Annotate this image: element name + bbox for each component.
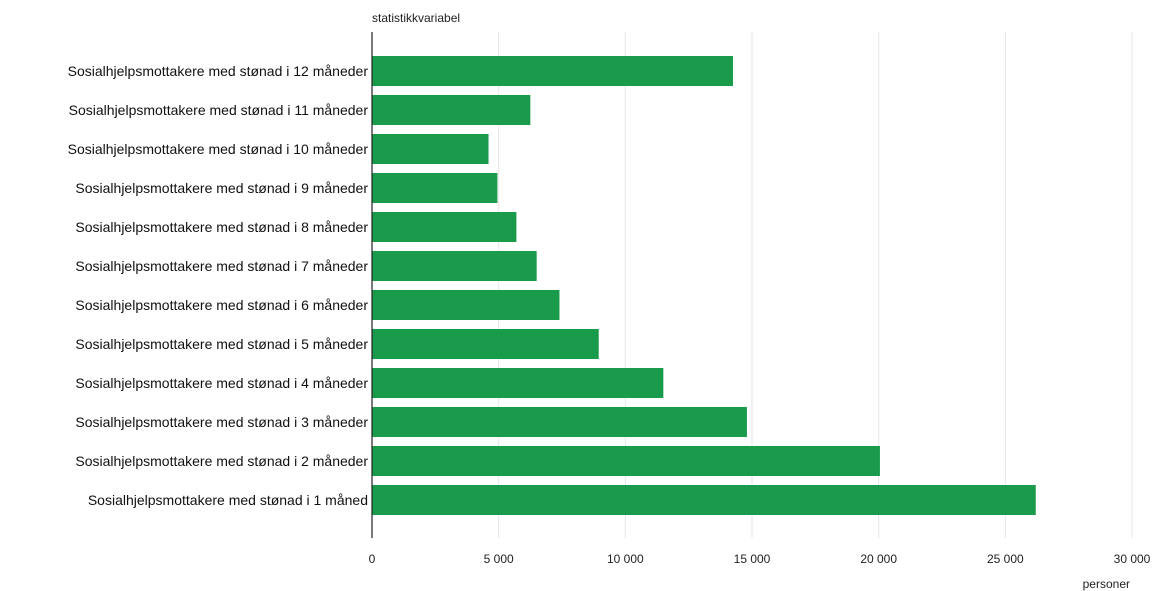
bar[interactable]	[372, 56, 733, 86]
bar[interactable]	[372, 407, 747, 437]
bar[interactable]	[372, 173, 498, 203]
x-axis-title: personer	[1083, 577, 1130, 591]
x-tick-label: 25 000	[987, 552, 1024, 566]
x-tick-labels: 0 5 000 10 000 15 000 20 000 25 000 30 000	[369, 552, 1151, 566]
bar[interactable]	[372, 95, 531, 125]
bar[interactable]	[372, 446, 880, 476]
category-label: Sosialhjelpsmottakere med stønad i 4 mån…	[75, 375, 368, 391]
category-label: Sosialhjelpsmottakere med stønad i 9 mån…	[75, 180, 368, 196]
y-axis-title: statistikkvariabel	[372, 11, 460, 25]
bars	[372, 56, 1036, 515]
x-tick-label: 0	[369, 552, 376, 566]
category-label: Sosialhjelpsmottakere med stønad i 3 mån…	[75, 414, 368, 430]
bar[interactable]	[372, 368, 664, 398]
x-tick-label: 30 000	[1114, 552, 1151, 566]
category-label: Sosialhjelpsmottakere med stønad i 7 mån…	[75, 258, 368, 274]
category-labels: Sosialhjelpsmottakere med stønad i 12 må…	[68, 63, 369, 508]
category-label: Sosialhjelpsmottakere med stønad i 10 må…	[68, 141, 369, 157]
bar[interactable]	[372, 212, 517, 242]
category-label: Sosialhjelpsmottakere med stønad i 5 mån…	[75, 336, 368, 352]
bar[interactable]	[372, 290, 560, 320]
bar[interactable]	[372, 134, 489, 164]
category-label: Sosialhjelpsmottakere med stønad i 1 mån…	[88, 492, 368, 508]
category-label: Sosialhjelpsmottakere med stønad i 6 mån…	[75, 297, 368, 313]
bar[interactable]	[372, 251, 537, 281]
x-tick-label: 20 000	[860, 552, 897, 566]
category-label: Sosialhjelpsmottakere med stønad i 8 mån…	[75, 219, 368, 235]
bar[interactable]	[372, 485, 1036, 515]
x-tick-label: 10 000	[607, 552, 644, 566]
x-tick-label: 15 000	[734, 552, 771, 566]
category-label: Sosialhjelpsmottakere med stønad i 12 må…	[68, 63, 369, 79]
category-label: Sosialhjelpsmottakere med stønad i 11 må…	[69, 102, 369, 118]
x-tick-label: 5 000	[484, 552, 514, 566]
category-label: Sosialhjelpsmottakere med stønad i 2 mån…	[75, 453, 368, 469]
bar[interactable]	[372, 329, 599, 359]
